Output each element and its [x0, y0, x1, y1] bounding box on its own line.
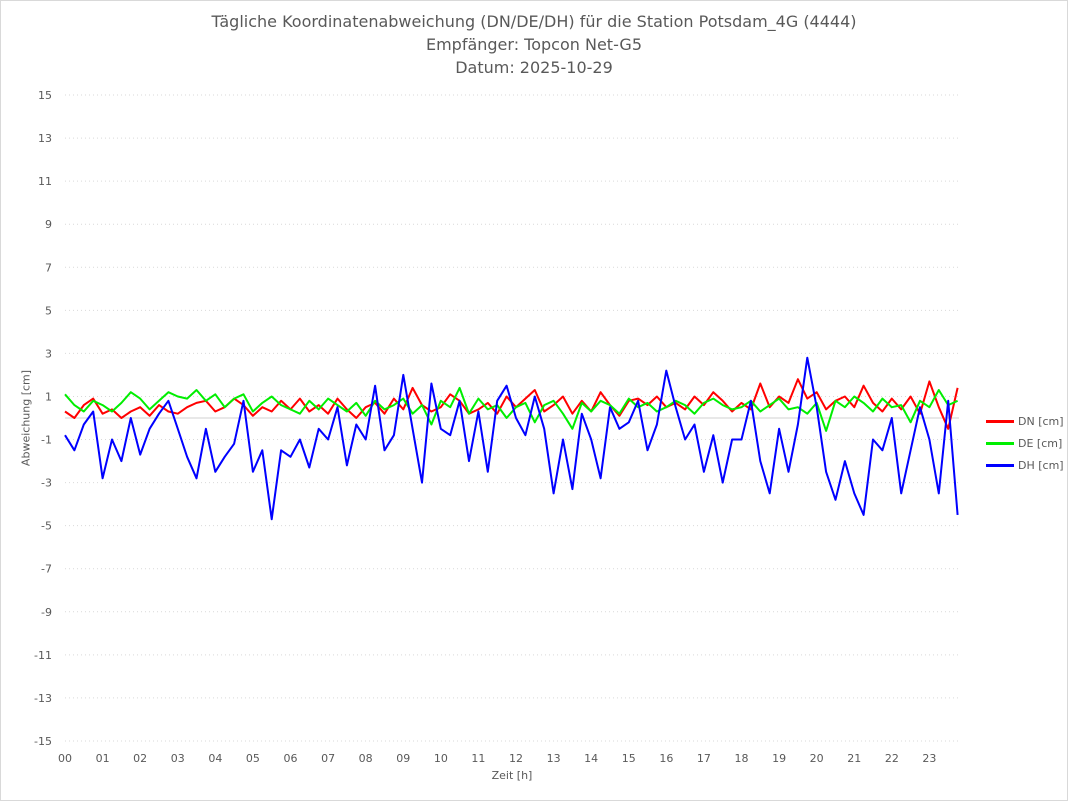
legend-item-dh: DH [cm]: [986, 454, 1064, 476]
y-tick-label: 5: [45, 304, 52, 317]
legend-item-de: DE [cm]: [986, 432, 1064, 454]
x-tick-label: 10: [434, 752, 448, 765]
x-tick-label: 07: [321, 752, 335, 765]
x-tick-label: 03: [171, 752, 185, 765]
x-tick-label: 11: [471, 752, 485, 765]
y-tick-label: -15: [34, 735, 52, 748]
legend: DN [cm] DE [cm] DH [cm]: [986, 410, 1064, 476]
legend-label: DE [cm]: [1018, 436, 1063, 450]
x-tick-label: 18: [735, 752, 749, 765]
y-tick-label: 15: [38, 89, 52, 102]
y-tick-label: -13: [34, 692, 52, 705]
x-tick-label: 14: [584, 752, 598, 765]
x-tick-label: 13: [547, 752, 561, 765]
y-tick-label: -1: [41, 434, 52, 447]
legend-swatch: [986, 441, 1014, 445]
x-tick-label: 15: [622, 752, 636, 765]
x-axis-label: Zeit [h]: [491, 769, 533, 782]
y-tick-label: 3: [45, 347, 52, 360]
y-tick-label: -3: [41, 477, 52, 490]
series-line-dh: [64, 356, 959, 521]
x-tick-label: 05: [246, 752, 260, 765]
x-tick-label: 16: [659, 752, 673, 765]
legend-label: DH [cm]: [1018, 458, 1064, 472]
legend-swatch: [986, 419, 1014, 423]
x-tick-label: 09: [396, 752, 410, 765]
y-tick-label: 13: [38, 132, 52, 145]
y-tick-label: -11: [34, 649, 52, 662]
y-tick-label: 11: [38, 175, 52, 188]
x-tick-label: 12: [509, 752, 523, 765]
x-tick-label: 01: [96, 752, 110, 765]
y-tick-label: 7: [45, 261, 52, 274]
y-axis-label: Abweichung [cm]: [19, 369, 33, 467]
x-tick-label: 06: [284, 752, 298, 765]
series-line-de: [64, 386, 959, 432]
y-tick-label: 1: [45, 390, 52, 403]
chart-subtitle-receiver: Empfänger: Topcon Net-G5: [425, 35, 643, 54]
x-tick-label: 19: [772, 752, 786, 765]
x-tick-label: 23: [922, 752, 936, 765]
y-tick-label: -5: [41, 520, 52, 533]
x-tick-label: 08: [359, 752, 373, 765]
x-tick-label: 20: [810, 752, 824, 765]
x-tick-label: 22: [885, 752, 899, 765]
x-tick-label: 21: [847, 752, 861, 765]
legend-label: DN [cm]: [1018, 414, 1064, 428]
x-tick-label: 02: [133, 752, 147, 765]
chart-subtitle-date: Datum: 2025-10-29: [455, 58, 613, 77]
y-tick-label: -7: [41, 563, 52, 576]
chart-title: Tägliche Koordinatenabweichung (DN/DE/DH…: [211, 12, 857, 31]
legend-item-dn: DN [cm]: [986, 410, 1064, 432]
legend-swatch: [986, 463, 1014, 467]
x-tick-label: 17: [697, 752, 711, 765]
x-tick-label: 04: [208, 752, 222, 765]
y-tick-label: -9: [41, 606, 52, 619]
x-tick-label: 00: [58, 752, 72, 765]
y-tick-label: 9: [45, 218, 52, 231]
